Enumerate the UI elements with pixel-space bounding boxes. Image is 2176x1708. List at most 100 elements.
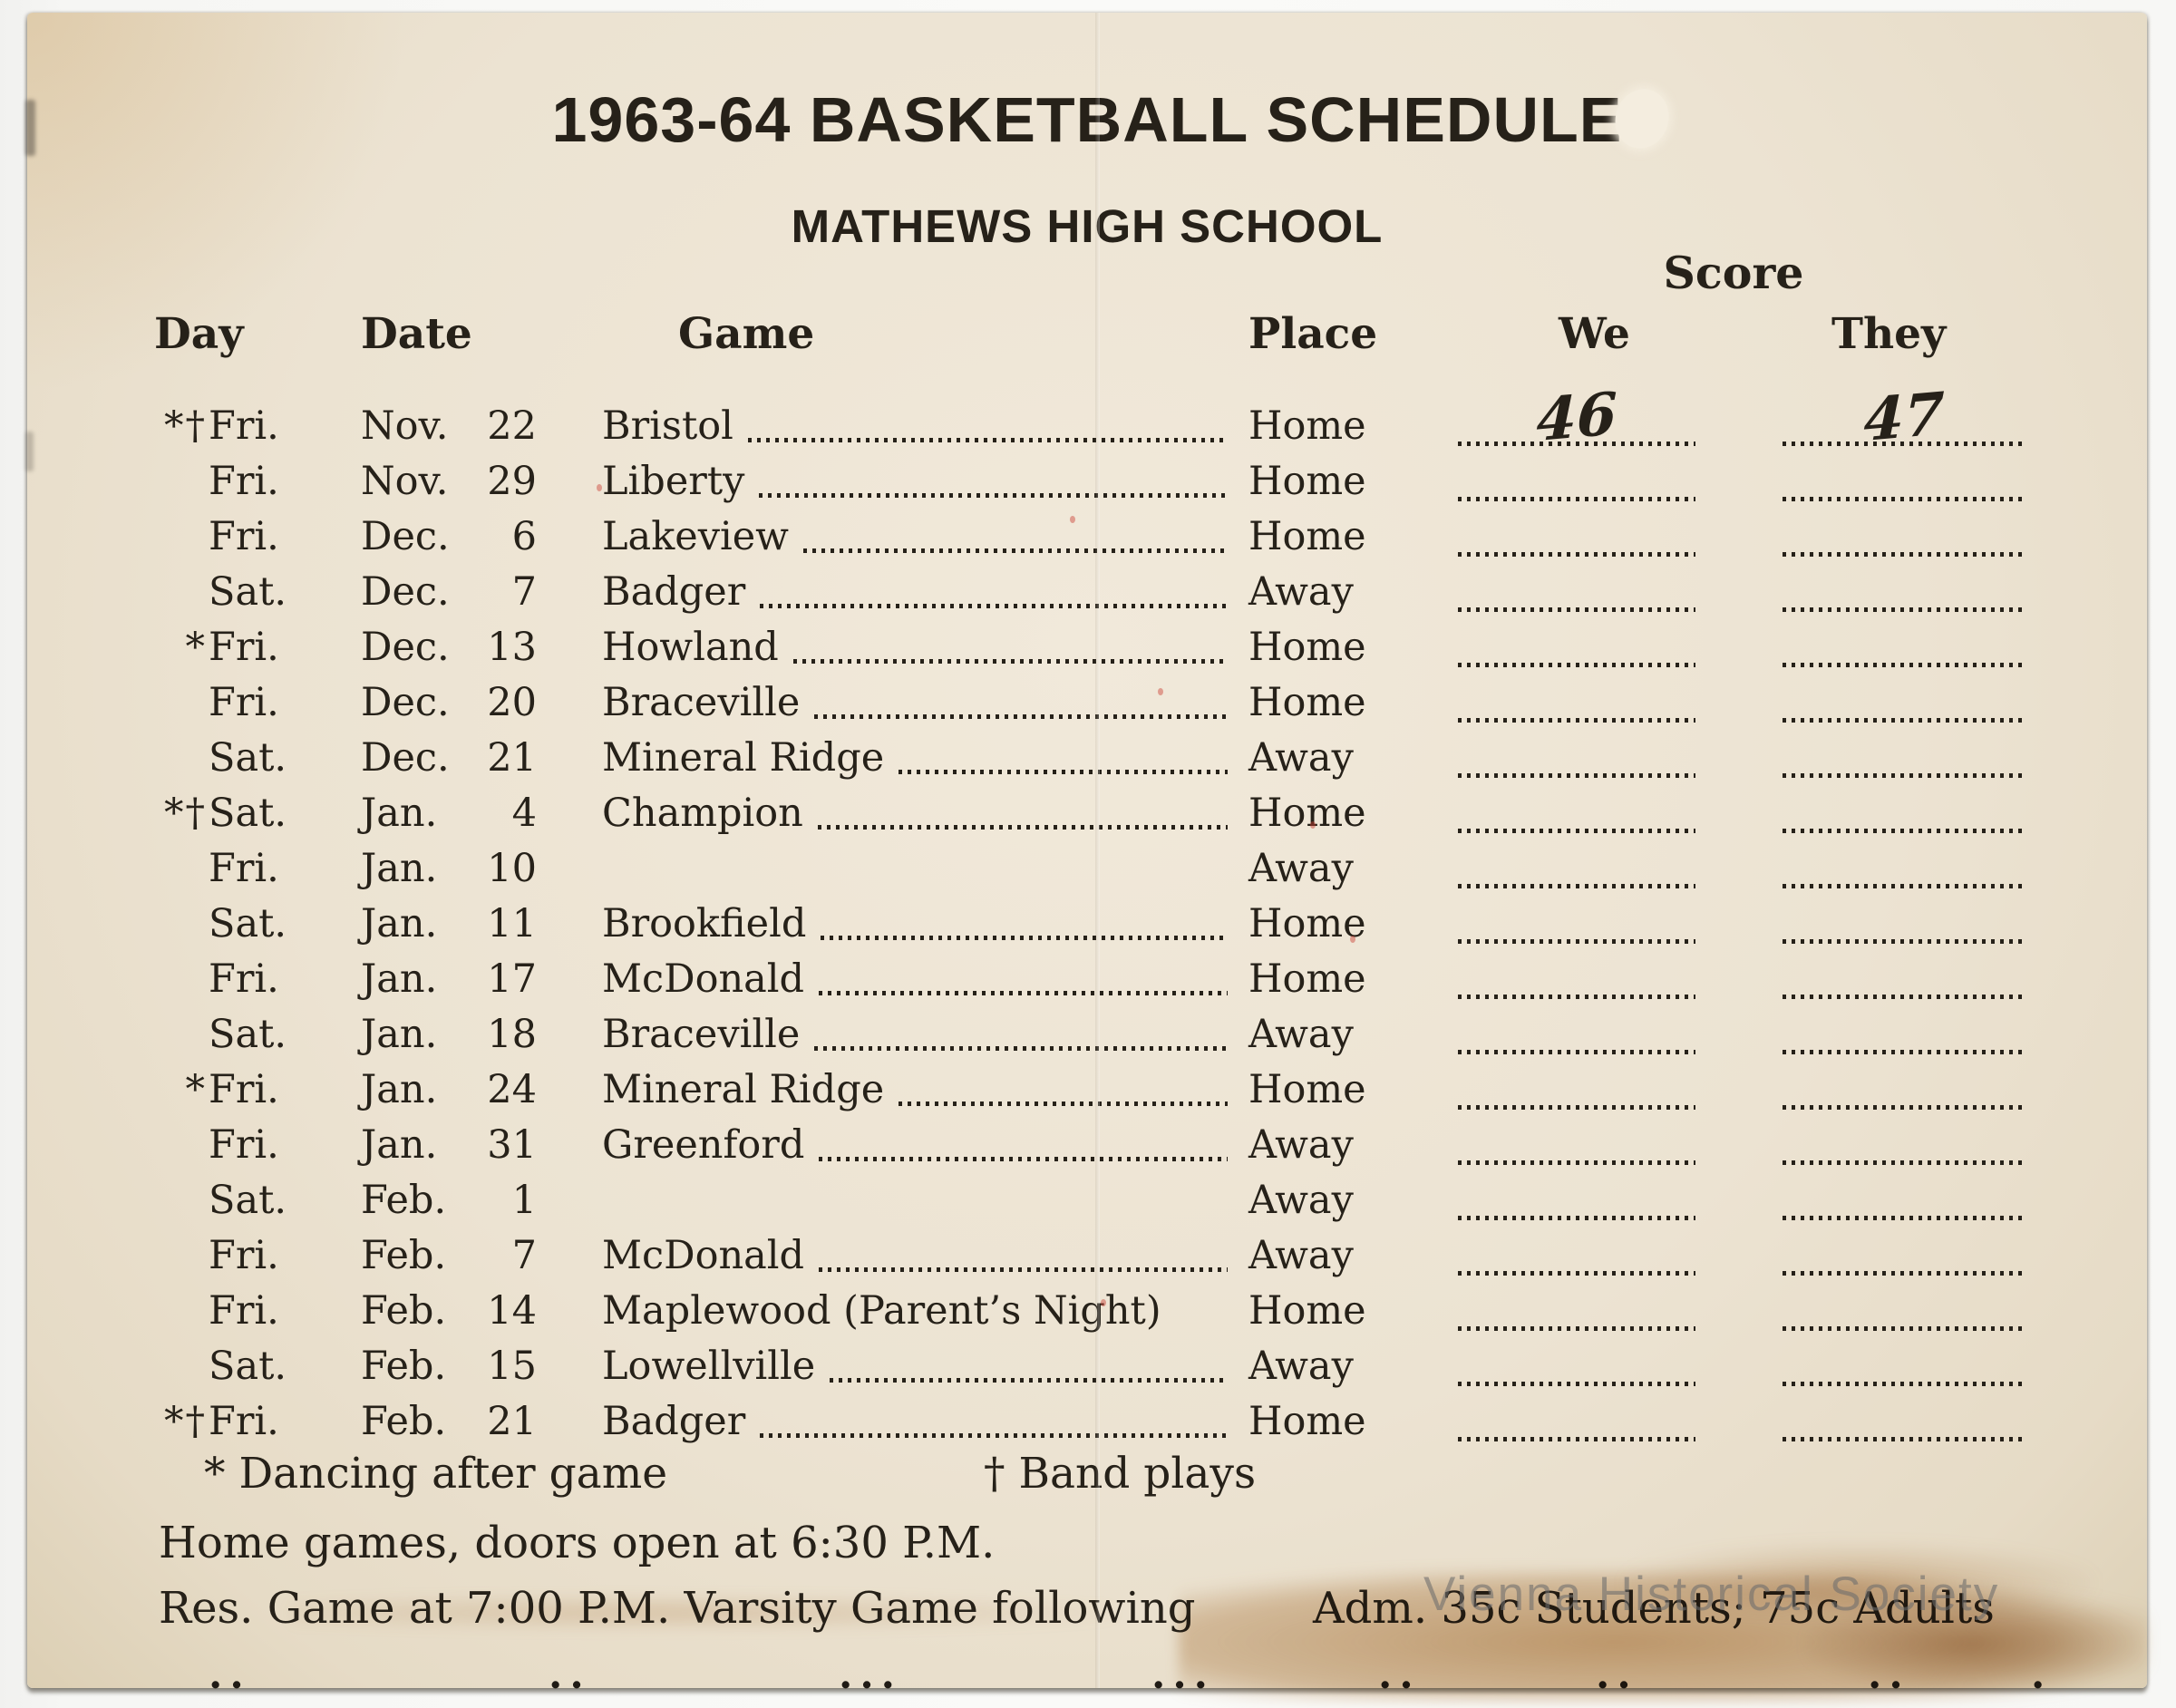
red-speck (1101, 1299, 1106, 1306)
footnote-dancing: * Dancing after game (204, 1449, 668, 1499)
row-month: Dec. (361, 735, 450, 781)
row-game: Liberty (602, 459, 745, 504)
table-row: Fri. Jan. 10 Away (27, 841, 2147, 897)
dotted-leader (760, 1433, 1228, 1438)
we-score-line (1458, 897, 1695, 952)
footer-game-times: Res. Game at 7:00 P.M. Varsity Game foll… (159, 1583, 1196, 1634)
dot-group: .. (1596, 1652, 1638, 1698)
dot-group: .. (1378, 1652, 1421, 1698)
page-title: 1963-64 BASKETBALL SCHEDULE (551, 84, 1623, 155)
row-day: Fri. (209, 1067, 279, 1112)
dotted-leader (819, 991, 1228, 995)
row-event-marker: * (185, 625, 207, 670)
row-day: Fri. (209, 680, 279, 725)
we-score-line (1458, 1284, 1695, 1339)
footer-doors-open: Home games, doors open at 6:30 P.M. (159, 1518, 996, 1568)
dot-group: .. (209, 1652, 251, 1698)
they-score-line (1783, 897, 2025, 952)
they-score-line: 47 (1783, 380, 2025, 455)
row-place: Home (1248, 1399, 1366, 1444)
row-date: 17 (487, 956, 537, 1002)
we-score-line (1458, 565, 1695, 620)
we-score-line (1458, 675, 1695, 731)
row-game-cell: Braceville (602, 1007, 1235, 1063)
row-day: Sat. (209, 1012, 287, 1057)
row-day: Fri. (209, 403, 279, 449)
dotted-leader (821, 936, 1228, 940)
edge-wear-mark (25, 432, 34, 471)
row-date: 31 (487, 1122, 537, 1168)
row-game-cell: Lakeview (602, 509, 1235, 565)
we-score-line (1458, 1173, 1695, 1228)
dotted-leader (760, 604, 1228, 608)
they-score-line (1783, 841, 2025, 897)
table-row: Sat. Feb. 15 Lowellville Away (27, 1339, 2147, 1394)
they-score-line (1783, 1228, 2025, 1284)
row-place: Away (1248, 1012, 1354, 1057)
row-date: 6 (511, 514, 537, 559)
row-place: Home (1248, 625, 1366, 670)
edge-wear-mark (25, 100, 35, 156)
they-score-line (1783, 1118, 2025, 1173)
row-month: Jan. (361, 1122, 438, 1168)
row-game: Lowellville (602, 1344, 816, 1389)
handwritten-they-score: 47 (1862, 379, 1946, 456)
they-score-line (1783, 952, 2025, 1007)
table-row: *† Sat. Jan. 4 Champion Home (27, 786, 2147, 841)
row-place: Home (1248, 1067, 1366, 1112)
table-row: * Fri. Dec. 13 Howland Home (27, 620, 2147, 675)
row-month: Jan. (361, 791, 438, 836)
row-game-cell: Mineral Ridge (602, 1063, 1235, 1118)
row-month: Dec. (361, 569, 450, 615)
table-row: Sat. Feb. 1 Away (27, 1173, 2147, 1228)
row-month: Dec. (361, 625, 450, 670)
red-speck (1158, 688, 1163, 695)
row-day: Fri. (209, 956, 279, 1002)
schedule-rows: *† Fri. Nov. 22 Bristol Home 46 47 Fri. … (27, 380, 2147, 1450)
table-row: Sat. Jan. 18 Braceville Away (27, 1007, 2147, 1063)
column-header-game: Game (678, 309, 815, 359)
red-speck (1310, 821, 1316, 829)
table-row: Fri. Dec. 20 Braceville Home (27, 675, 2147, 731)
we-score-line (1458, 1228, 1695, 1284)
we-score-line (1458, 786, 1695, 841)
row-place: Away (1248, 1178, 1354, 1223)
column-header-place: Place (1248, 309, 1378, 359)
they-score-line (1783, 509, 2025, 565)
schedule-card: 1963-64 BASKETBALL SCHEDULE MATHEWS HIGH… (25, 13, 2149, 1701)
row-month: Jan. (361, 1067, 438, 1112)
we-score-line: 46 (1458, 380, 1695, 455)
column-header-day: Day (154, 309, 244, 359)
they-score-line (1783, 731, 2025, 786)
row-date: 7 (511, 1233, 537, 1278)
dot-group: .. (549, 1652, 591, 1698)
they-score-line (1783, 1063, 2025, 1118)
column-header-they: They (1831, 309, 1947, 359)
dotted-leader (899, 1101, 1228, 1106)
table-row: Fri. Feb. 7 McDonald Away (27, 1228, 2147, 1284)
dotted-leader (759, 493, 1228, 498)
row-date: 13 (487, 625, 537, 670)
row-day: Sat. (209, 901, 287, 946)
row-game: Howland (602, 625, 779, 670)
dotted-leader (814, 1046, 1228, 1051)
table-row: Fri. Jan. 31 Greenford Away (27, 1118, 2147, 1173)
they-score-line (1783, 1284, 2025, 1339)
they-score-line (1783, 786, 2025, 841)
dotted-leader (817, 825, 1228, 830)
dotted-leader (830, 1378, 1228, 1383)
row-game-cell: Bristol (602, 399, 1235, 454)
row-game-cell: Badger (602, 565, 1235, 620)
row-month: Nov. (361, 403, 449, 449)
row-game: Badger (602, 1399, 746, 1444)
we-score-line (1458, 1007, 1695, 1063)
they-score-line (1783, 1339, 2025, 1394)
dotted-leader (899, 770, 1228, 774)
row-day: Sat. (209, 1178, 287, 1223)
row-date: 7 (511, 569, 537, 615)
dotted-leader (792, 659, 1228, 664)
they-score-line (1783, 675, 2025, 731)
row-game: Greenford (602, 1122, 805, 1168)
row-game-cell: McDonald (602, 1228, 1235, 1284)
handwritten-we-score: 46 (1535, 379, 1618, 456)
